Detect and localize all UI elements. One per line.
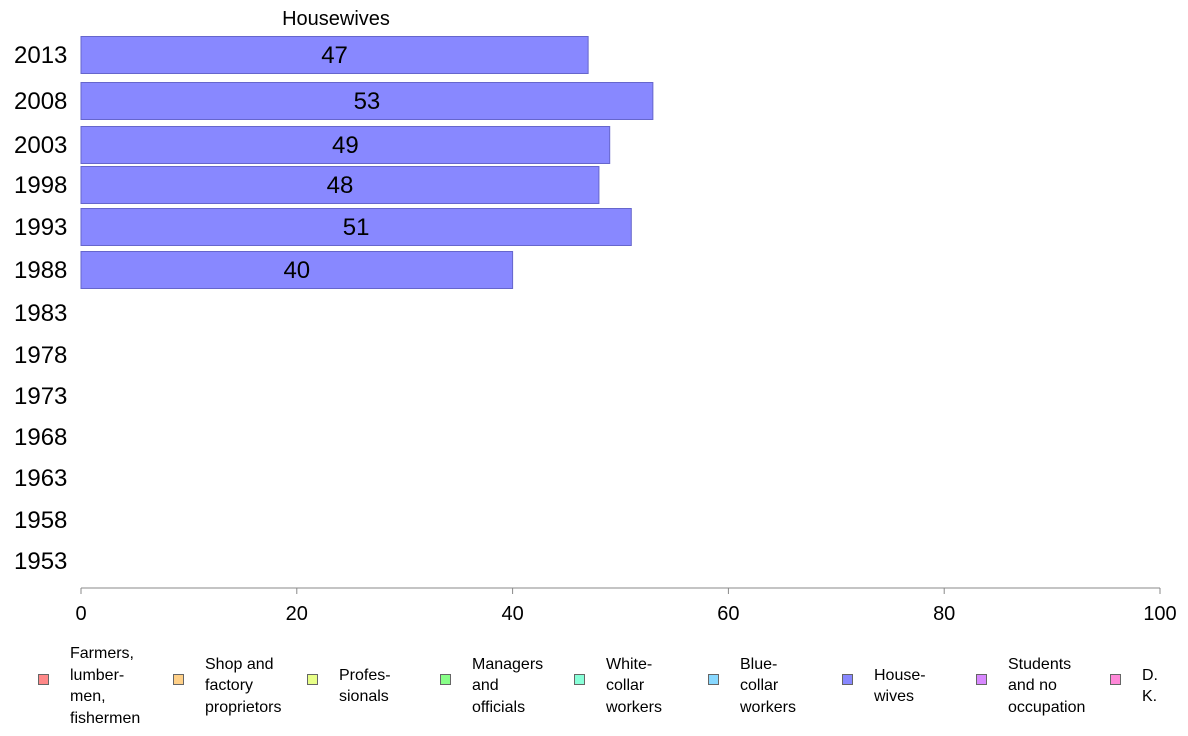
legend-label: Shop and factory proprietors: [205, 655, 282, 716]
legend-swatch: [38, 674, 49, 685]
bar: [80, 166, 600, 204]
legend-label: White- collar workers: [606, 655, 663, 716]
y-tick-label: 1983: [14, 300, 67, 327]
y-tick-label: 1973: [14, 383, 67, 410]
bar: [80, 251, 514, 289]
legend-swatch: [1110, 674, 1121, 685]
y-tick-label: 1958: [14, 507, 67, 534]
legend-swatch: [708, 674, 719, 685]
x-tick-label: 0: [75, 603, 86, 625]
legend-label: Blue-collar workers: [740, 655, 797, 716]
y-tick-label: 2003: [14, 132, 67, 159]
x-tick-label: 20: [286, 603, 308, 625]
y-tick-label: 1953: [14, 548, 67, 575]
bar: [80, 208, 632, 246]
y-tick-label: 2013: [14, 42, 67, 69]
data-label: 49: [332, 132, 359, 159]
legend-swatch: [574, 674, 585, 685]
legend-swatch: [440, 674, 451, 685]
x-tick-label: 80: [933, 603, 955, 625]
legend-swatch: [307, 674, 318, 685]
bar: [80, 126, 611, 164]
legend-label: Profes- sionals: [339, 666, 391, 706]
legend-label: Farmers, lumber- men, fishermen: [70, 645, 141, 727]
legend-label: Managers and officials: [472, 655, 544, 716]
legend: Farmers, lumber- men, fishermen Shop and …: [0, 645, 1188, 727]
x-tick-label: 40: [501, 603, 523, 625]
legend-swatch: [976, 674, 987, 685]
legend-swatch: [842, 674, 853, 685]
y-tick-label: 1993: [14, 214, 67, 241]
y-tick-label: 1978: [14, 342, 67, 369]
legend-label: House- wives: [874, 666, 926, 706]
y-tick-label: 2008: [14, 88, 67, 115]
data-label: 48: [327, 172, 354, 199]
x-tick-label: 60: [717, 603, 739, 625]
legend-swatch: [173, 674, 184, 685]
data-label: 47: [321, 42, 348, 69]
y-tick-label: 1988: [14, 257, 67, 284]
data-label: 51: [343, 214, 370, 241]
data-label: 53: [354, 88, 381, 115]
bar: [80, 82, 654, 120]
legend-label: Students and no occupation: [1008, 655, 1086, 716]
y-tick-label: 1968: [14, 424, 67, 451]
chart-title: Housewives: [282, 8, 390, 30]
y-tick-label: 1963: [14, 465, 67, 492]
bar: [80, 36, 589, 74]
y-tick-label: 1998: [14, 172, 67, 199]
data-label: 40: [283, 257, 310, 284]
legend-label: D. K.: [1142, 666, 1158, 706]
x-tick-label: 100: [1143, 603, 1176, 625]
